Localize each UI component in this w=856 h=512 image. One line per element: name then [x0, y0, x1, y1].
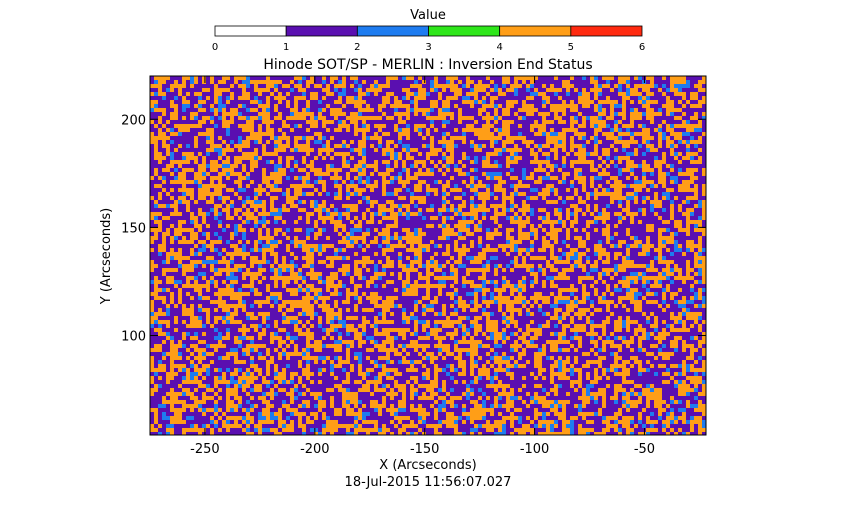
- colorbar: [214, 25, 643, 37]
- colorbar-tick-label: 5: [568, 42, 574, 53]
- y-tick-label: 150: [121, 221, 146, 236]
- x-tick-label: -250: [190, 442, 220, 457]
- y-axis: 100 150 200: [121, 113, 706, 345]
- y-tick-label: 200: [121, 113, 146, 128]
- x-tick-label: -50: [634, 442, 655, 457]
- colorbar-tick-label: 3: [425, 42, 431, 53]
- heatmap-cells-1: [150, 76, 706, 435]
- y-tick-label: 100: [121, 330, 146, 345]
- colorbar-tick-label: 1: [283, 42, 289, 53]
- y-axis-label: Y (Arcseconds): [99, 208, 114, 305]
- colorbar-bin-2: [356, 25, 429, 37]
- heatmap-cells-2: [150, 76, 706, 435]
- colorbar-bin-3: [428, 25, 501, 37]
- timestamp: 18-Jul-2015 11:56:07.027: [345, 475, 512, 490]
- heatmap-cells: [150, 76, 706, 435]
- x-tick-label: -200: [300, 442, 330, 457]
- x-axis-label: X (Arcseconds): [379, 458, 476, 473]
- colorbar-bin-5: [570, 25, 643, 37]
- chart-title: Hinode SOT/SP - MERLIN : Inversion End S…: [263, 57, 592, 73]
- colorbar-bin-4: [499, 25, 572, 37]
- colorbar-tick-label: 2: [354, 42, 360, 53]
- colorbar-label: Value: [410, 8, 446, 23]
- colorbar-tick-label: 0: [212, 42, 218, 53]
- colorbar-ticks: 0 1 2 3 4 5 6: [212, 42, 645, 53]
- x-tick-label: -100: [520, 442, 550, 457]
- colorbar-bin-0: [214, 25, 287, 37]
- x-tick-label: -150: [410, 442, 440, 457]
- x-axis: -250 -200 -150 -100 -50: [190, 76, 655, 457]
- plot-area: [149, 75, 707, 436]
- colorbar-tick-label: 6: [639, 42, 645, 53]
- colorbar-bin-1: [285, 25, 358, 37]
- colorbar-tick-label: 4: [496, 42, 502, 53]
- plot-frame: [149, 75, 707, 436]
